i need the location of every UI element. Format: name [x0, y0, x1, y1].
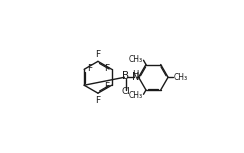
Text: H: H	[132, 70, 138, 79]
Text: F: F	[95, 50, 101, 59]
Text: CH₃: CH₃	[129, 91, 143, 100]
Text: F: F	[104, 64, 109, 73]
Text: N: N	[132, 72, 139, 82]
Text: F: F	[95, 96, 101, 105]
Text: CH₃: CH₃	[174, 73, 188, 82]
Text: F: F	[87, 64, 92, 73]
Text: F: F	[104, 82, 109, 91]
Text: B: B	[122, 71, 129, 81]
Text: Cl: Cl	[121, 87, 130, 96]
Text: CH₃: CH₃	[129, 55, 143, 64]
